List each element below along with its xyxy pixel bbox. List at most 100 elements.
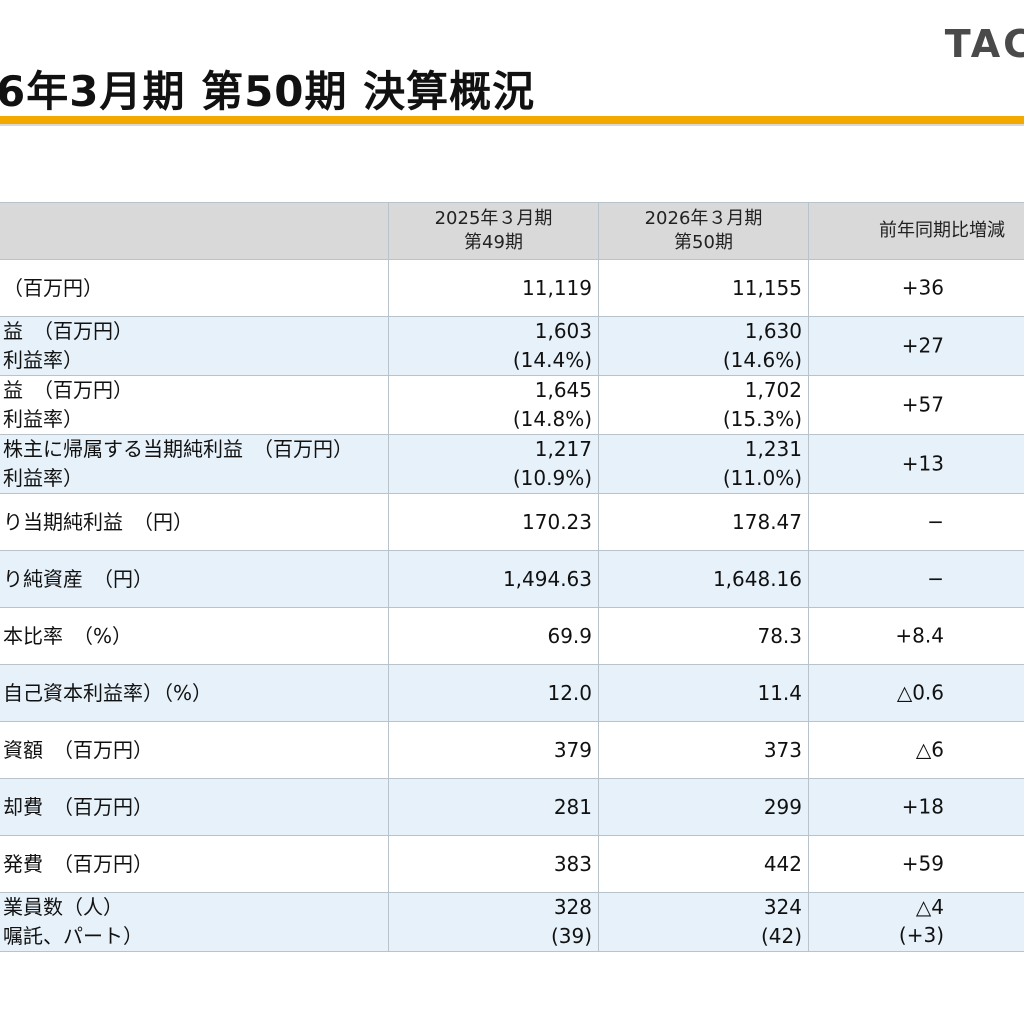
header-yoy-change: 前年同期比増減 xyxy=(808,202,1024,260)
row-label-text: 益 （百万円） xyxy=(3,319,133,343)
prev-value-text: 11,119 xyxy=(522,275,592,300)
prev-value-text: 12.0 xyxy=(547,680,592,705)
table-row: り純資産 （円） 1,494.63 1,648.16 − xyxy=(0,550,1024,608)
curr-value-text-sub: (14.6%) xyxy=(722,348,802,372)
title-underline-accent xyxy=(0,116,1024,124)
prev-value-text: 1,494.63 xyxy=(502,566,592,591)
prev-value-text: 383 xyxy=(553,851,592,876)
table-row: 本比率 （%） 69.9 78.3 +8.4 xyxy=(0,607,1024,665)
row-label-text: 却費 （百万円） xyxy=(3,794,153,819)
row-label-text: 本比率 （%） xyxy=(3,623,133,648)
title-underline-shadow xyxy=(0,124,1024,126)
header-yoy-change-label: 前年同期比増減 xyxy=(879,220,1005,241)
curr-value-text: 324 xyxy=(763,895,802,919)
table-row: 益 （百万円） 利益率） 1,603 (14.4%) 1,630 (14.6%)+27+ xyxy=(0,316,1024,376)
row-label: 益 （百万円） 利益率） xyxy=(0,375,389,435)
header-curr-fiscal-year: 2026年３月期 xyxy=(644,208,763,229)
table-row: 資額 （百万円） 379 373 △6 xyxy=(0,721,1024,779)
yoy-change-value: +13+ xyxy=(808,434,1024,494)
row-label: り当期純利益 （円） xyxy=(0,493,389,551)
table-row: 自己資本利益率）（%） 12.0 11.4 △0.6 xyxy=(0,664,1024,722)
yoy-change-value: +27+ xyxy=(808,316,1024,376)
yoy-change-value: △4 (+3) xyxy=(808,892,1024,952)
diff-value-text: +8.4 xyxy=(895,623,944,648)
prev-value-text-sub: (39) xyxy=(550,924,592,948)
curr-value-text: 442 xyxy=(763,851,802,876)
header-prev-term: 第49期 xyxy=(464,232,523,253)
yoy-change-value: − xyxy=(808,550,1024,608)
prev-value-text: 1,645 xyxy=(534,378,592,402)
prev-value: 1,645 (14.8%) xyxy=(388,375,599,435)
table-row: 株主に帰属する当期純利益 （百万円） 利益率） 1,217 (10.9%) 1,231 (… xyxy=(0,434,1024,494)
row-label-text-sub: 利益率） xyxy=(3,348,83,372)
table-row: 却費 （百万円） 281 299 +18 xyxy=(0,778,1024,836)
curr-value: 373 xyxy=(598,721,809,779)
curr-value: 1,630 (14.6%) xyxy=(598,316,809,376)
prev-value: 12.0 xyxy=(388,664,599,722)
yoy-change-value: +57+ xyxy=(808,375,1024,435)
yoy-change-value: +36+ xyxy=(808,259,1024,317)
prev-value-text-sub: (10.9%) xyxy=(512,466,592,490)
prev-value-text: 379 xyxy=(553,737,592,762)
row-label: 業員数（人） 嘱託、パート） xyxy=(0,892,389,952)
table-row: り当期純利益 （円） 170.23 178.47 − xyxy=(0,493,1024,551)
curr-value: 178.47 xyxy=(598,493,809,551)
diff-value-text: +59 xyxy=(901,851,944,876)
yoy-change-value: +18 xyxy=(808,778,1024,836)
diff-value-text: − xyxy=(927,566,944,591)
curr-value-text: 373 xyxy=(763,737,802,762)
row-label: 本比率 （%） xyxy=(0,607,389,665)
row-label: （百万円） xyxy=(0,259,389,317)
curr-value: 442 xyxy=(598,835,809,893)
diff-value-text: △6 xyxy=(915,737,944,762)
row-label: 自己資本利益率）（%） xyxy=(0,664,389,722)
curr-value-text: 78.3 xyxy=(757,623,802,648)
table-row: （百万円） 11,119 11,155+36+ xyxy=(0,259,1024,317)
prev-value: 1,494.63 xyxy=(388,550,599,608)
row-label-text: 発費 （百万円） xyxy=(3,851,153,876)
diff-value-text: +27 xyxy=(901,333,944,358)
yoy-change-value: +8.4 xyxy=(808,607,1024,665)
yoy-change-value: +59 xyxy=(808,835,1024,893)
prev-value: 383 xyxy=(388,835,599,893)
header-curr-term: 第50期 xyxy=(674,232,733,253)
diff-value-text: △4 xyxy=(915,895,944,919)
curr-value: 324 (42) xyxy=(598,892,809,952)
row-label-text: 株主に帰属する当期純利益 （百万円） xyxy=(3,437,353,461)
row-label: 資額 （百万円） xyxy=(0,721,389,779)
curr-value: 1,648.16 xyxy=(598,550,809,608)
page-title: 6年3月期 第50期 決算概況 xyxy=(0,67,536,116)
row-label-text: 業員数（人） xyxy=(3,895,123,919)
row-label-text: 自己資本利益率）（%） xyxy=(3,680,213,705)
row-label-text: 資額 （百万円） xyxy=(3,737,153,762)
row-label-text-sub: 利益率） xyxy=(3,407,83,431)
curr-value: 78.3 xyxy=(598,607,809,665)
prev-value-text: 170.23 xyxy=(522,509,592,534)
prev-value: 69.9 xyxy=(388,607,599,665)
curr-value-text-sub: (42) xyxy=(760,924,802,948)
diff-value-text: +18 xyxy=(901,794,944,819)
row-label-text: （百万円） xyxy=(3,275,103,300)
header-curr-period: 2026年３月期 第50期 xyxy=(598,202,809,260)
curr-value-text: 1,702 xyxy=(744,378,802,402)
prev-value: 1,217 (10.9%) xyxy=(388,434,599,494)
curr-value-text: 178.47 xyxy=(732,509,802,534)
row-label-text-sub: 利益率） xyxy=(3,466,83,490)
diff-value-text-sub: (+3) xyxy=(898,923,944,947)
row-label: 益 （百万円） 利益率） xyxy=(0,316,389,376)
header-prev-period: 2025年３月期 第49期 xyxy=(388,202,599,260)
row-label-text: 益 （百万円） xyxy=(3,378,133,402)
row-label: り純資産 （円） xyxy=(0,550,389,608)
curr-value: 11.4 xyxy=(598,664,809,722)
curr-value-text-sub: (15.3%) xyxy=(722,407,802,431)
row-label-text-sub: 嘱託、パート） xyxy=(3,924,143,948)
prev-value-text: 281 xyxy=(553,794,592,819)
prev-value: 170.23 xyxy=(388,493,599,551)
prev-value: 11,119 xyxy=(388,259,599,317)
prev-value: 281 xyxy=(388,778,599,836)
curr-value-text-sub: (11.0%) xyxy=(722,466,802,490)
row-label-text: り純資産 （円） xyxy=(3,566,153,591)
curr-value: 1,231 (11.0%) xyxy=(598,434,809,494)
prev-value: 1,603 (14.4%) xyxy=(388,316,599,376)
row-label: 発費 （百万円） xyxy=(0,835,389,893)
